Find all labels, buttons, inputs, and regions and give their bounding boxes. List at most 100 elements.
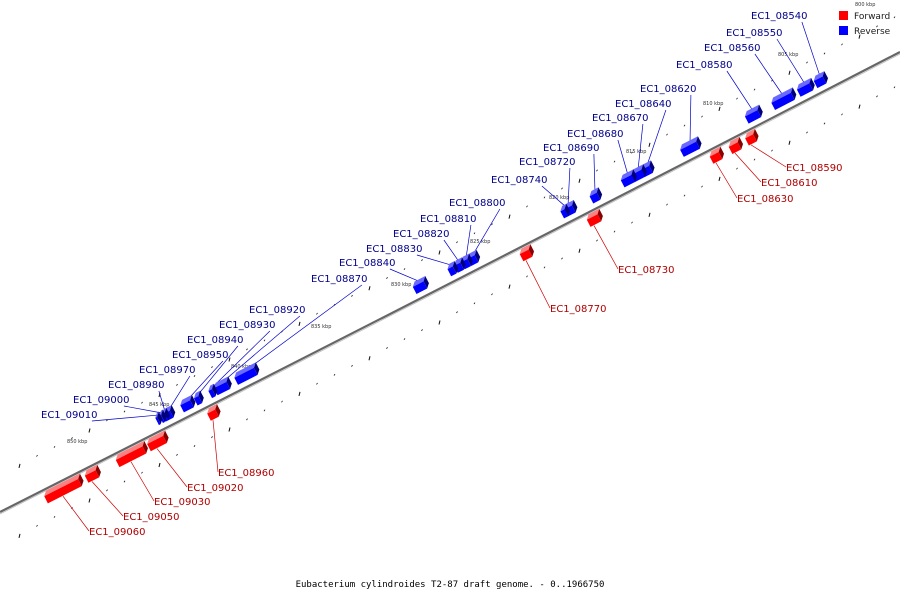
tick-mark [701,115,703,118]
gene-label: EC1_08870 [311,274,367,285]
gene-label: EC1_08540 [751,11,807,22]
tick-mark [543,266,546,269]
gene-ec1-08940[interactable] [192,390,205,406]
gene-label: EC1_08950 [172,350,228,361]
leader-line [646,109,667,166]
kbp-label: 820 kbp [549,195,569,201]
tick-mark [806,61,808,64]
leader-line [245,284,363,371]
gene-ec1-08930[interactable] [207,383,220,399]
gene-ec1-08770[interactable] [518,244,536,262]
gene-ec1-08580[interactable] [743,104,764,124]
gene-ec1-08620[interactable] [678,136,703,157]
gene-ec1-08730[interactable] [585,208,605,227]
tick-mark [701,185,703,188]
kbp-label: 830 kbp [391,282,411,288]
gene-ec1-08630[interactable] [708,146,726,164]
gene-ec1-09060[interactable] [42,473,85,504]
gene-ec1-08690[interactable] [588,187,604,204]
tick-mark [561,257,563,260]
leader-line [637,123,644,171]
gene-label: EC1_08840 [339,258,395,269]
tick-mark [193,445,196,447]
gene-ec1-08550[interactable] [795,77,816,97]
legend-reverse-label: Reverse [854,27,891,37]
kbp-label: 840 kbp [231,364,251,370]
gene-ec1-08560[interactable] [770,87,799,110]
gene-label: EC1_08610 [761,178,817,189]
gene-ec1-08610[interactable] [727,136,745,154]
tick-mark [351,294,353,297]
leader-line [593,153,596,193]
tick-mark [123,410,126,413]
gene-label: EC1_09050 [123,512,179,523]
legend: Forward Reverse [839,11,891,37]
leader-line [123,405,163,414]
gene-label: EC1_08620 [640,84,696,95]
tick-mark [53,515,56,518]
leader-line [158,390,166,412]
gene-ec1-08590[interactable] [743,128,760,146]
gene-label: EC1_09060 [89,527,145,538]
gene-label: EC1_08730 [618,265,674,276]
gene-ec1-08950[interactable] [178,394,197,413]
leader-line [168,375,191,410]
gene-ec1-08740[interactable] [562,203,572,217]
gene-ec1-08920[interactable] [212,376,233,396]
gene-ec1-08830[interactable] [446,260,460,277]
gene-ec1-08680[interactable] [619,169,639,188]
gene-label: EC1_08690 [543,143,599,154]
gene-ec1-08540[interactable] [812,71,830,89]
tick-mark [876,25,878,28]
tick-mark [823,52,826,55]
tick-mark [613,160,616,163]
gene-label: EC1_08940 [187,335,243,346]
tick-mark [736,97,738,100]
tick-mark [421,259,423,262]
leader-line [212,420,219,473]
leader-line [734,152,762,183]
tick-mark [753,88,756,91]
tick-mark [788,140,791,145]
kbp-label: 815 kbp [626,149,646,155]
leader-line [726,70,754,112]
gene-label: EC1_08800 [449,198,505,209]
tick-mark [806,131,808,134]
gene-label: EC1_08810 [420,214,476,225]
leader-line [130,461,155,502]
tick-mark [543,196,546,199]
gene-ec1-09020[interactable] [145,430,170,452]
tick-mark [246,348,248,351]
leader-line [541,185,567,208]
gene-label: EC1_08640 [615,99,671,110]
leader-line [91,414,159,422]
tick-mark [316,312,318,315]
gene-ec1-09030[interactable] [114,441,150,468]
tick-mark [176,383,178,386]
tick-mark [473,232,476,235]
tick-mark [893,86,896,89]
tick-mark [841,43,843,46]
tick-mark [141,401,143,404]
tick-mark [648,212,651,217]
tick-mark [508,284,511,289]
gene-ec1-09010[interactable] [153,411,164,426]
tick-row-inner [18,86,896,539]
kbp-label: 845 kbp [149,402,169,408]
tick-mark [386,347,388,349]
tick-mark [718,106,721,111]
gene-ec1-09050[interactable] [83,464,103,483]
leader-line [750,144,787,168]
gene-features [42,71,830,504]
tick-mark [53,445,56,448]
leader-line [689,94,692,144]
leader-line [801,21,821,77]
tick-mark [718,176,721,181]
gene-ec1-08960[interactable] [205,404,222,421]
tick-mark [771,149,773,152]
gene-ec1-08840[interactable] [411,275,431,294]
leader-line [443,239,460,262]
gene-label: EC1_08560 [704,43,760,54]
gene-ec1-08870[interactable] [233,362,262,385]
tick-mark [368,286,371,291]
